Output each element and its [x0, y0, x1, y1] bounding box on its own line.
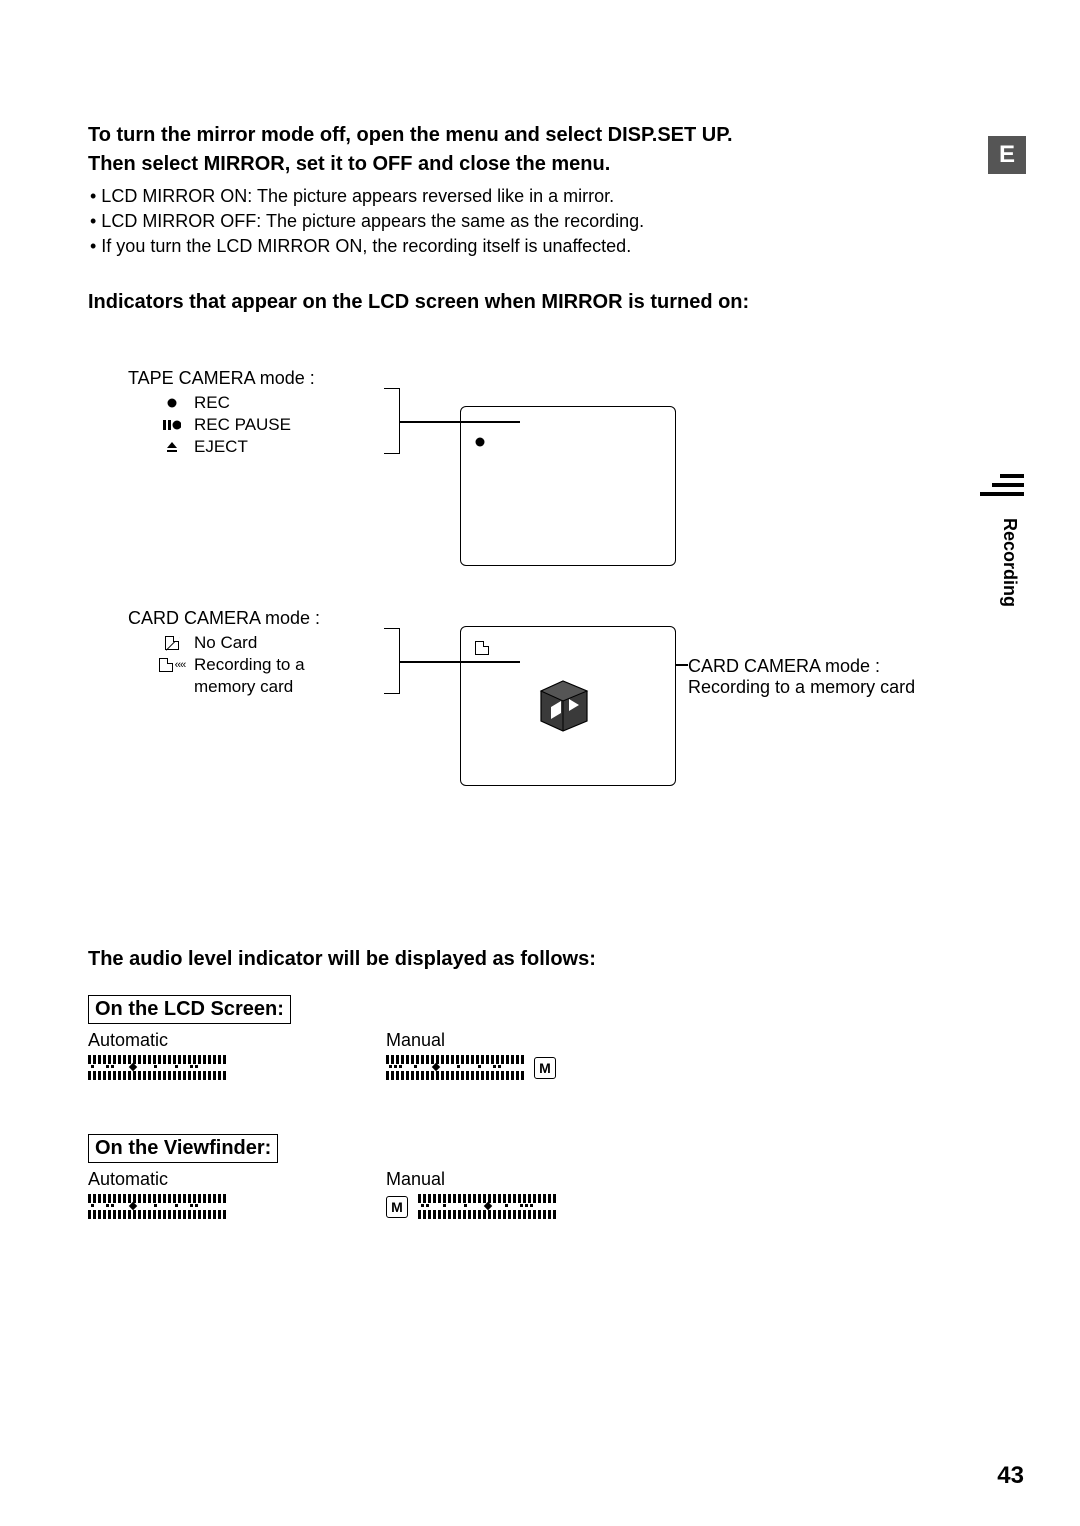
manual-badge: M: [534, 1057, 556, 1079]
audio-meter-lcd-manual: [386, 1055, 524, 1080]
heading-mirror-off: To turn the mirror mode off, open the me…: [88, 124, 992, 147]
tape-item-pause-label: REC PAUSE: [194, 415, 291, 435]
card-item-nocard: No Card: [158, 632, 305, 654]
card-icon: [475, 641, 489, 660]
bullet-1: • LCD MIRROR ON: The picture appears rev…: [90, 186, 992, 207]
tape-item-pause: REC PAUSE: [158, 414, 291, 436]
lcd-manual-label: Manual: [386, 1030, 556, 1051]
card-item-recording: ‹‹‹‹ Recording to a: [158, 654, 305, 676]
record-icon: [158, 398, 186, 408]
record-dot-icon: [475, 437, 485, 447]
tape-item-rec-label: REC: [194, 393, 230, 413]
heading-mirror-off-2: Then select MIRROR, set it to OFF and cl…: [88, 153, 992, 176]
tape-item-eject-label: EJECT: [194, 437, 248, 457]
card-item-recording2-label: memory card: [194, 677, 293, 697]
card-item-nocard-label: No Card: [194, 633, 257, 653]
no-card-icon: [158, 636, 186, 650]
audio-meter-vf-auto: [88, 1194, 226, 1219]
manual-badge-2: M: [386, 1196, 408, 1218]
card-mode-title: CARD CAMERA mode :: [128, 608, 320, 629]
indicators-heading: Indicators that appear on the LCD screen…: [88, 291, 992, 314]
vf-automatic-label: Automatic: [88, 1169, 226, 1190]
audio-meter-lcd-auto: [88, 1055, 226, 1080]
viewfinder-heading: On the Viewfinder:: [88, 1134, 278, 1163]
vf-manual-label: Manual: [386, 1169, 556, 1190]
tape-item-eject: EJECT: [158, 436, 291, 458]
page-number: 43: [997, 1462, 1024, 1490]
bullet-3: • If you turn the LCD MIRROR ON, the rec…: [90, 236, 992, 257]
card-item-recording-label: Recording to a: [194, 655, 305, 675]
pause-record-icon: [158, 420, 186, 430]
audio-meter-vf-manual: [418, 1194, 556, 1219]
card-item-recording2: memory card: [158, 676, 305, 698]
memory-card-cube-icon: [533, 677, 595, 733]
lcd-screen-box-2: [460, 626, 676, 786]
tape-item-rec: REC: [158, 392, 291, 414]
eject-icon: [158, 441, 186, 453]
section-tab-label: Recording: [999, 518, 1020, 607]
card-mode-right-title: CARD CAMERA mode :: [688, 656, 915, 677]
card-mode-right-subtitle: Recording to a memory card: [688, 677, 915, 698]
language-badge: E: [988, 136, 1026, 174]
lcd-screen-box-1: [460, 406, 676, 566]
lcd-screen-heading: On the LCD Screen:: [88, 995, 291, 1024]
card-arrows-icon: ‹‹‹‹: [158, 658, 186, 672]
tape-mode-title: TAPE CAMERA mode :: [128, 368, 315, 389]
audio-heading: The audio level indicator will be displa…: [88, 948, 992, 971]
bullet-2: • LCD MIRROR OFF: The picture appears th…: [90, 211, 992, 232]
lcd-automatic-label: Automatic: [88, 1030, 226, 1051]
